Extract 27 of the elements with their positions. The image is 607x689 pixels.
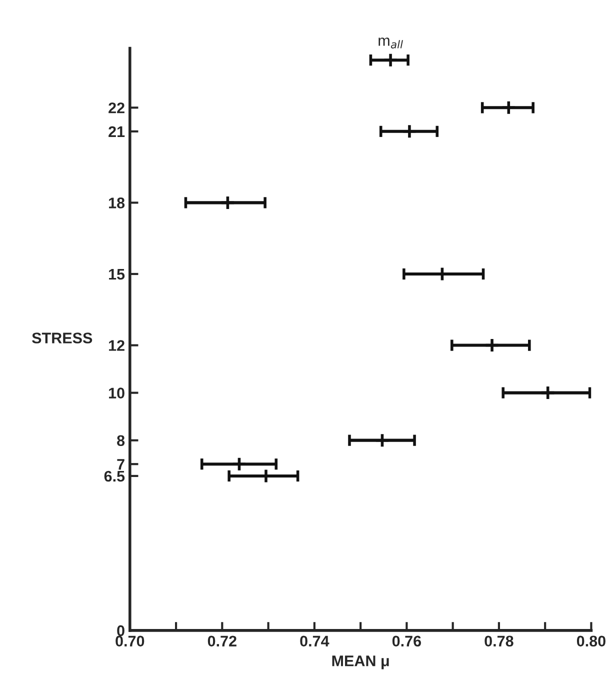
point bbox=[501, 100, 516, 116]
y-tick-label: 7 bbox=[117, 459, 124, 470]
x-tick-label: 0.70 bbox=[116, 636, 144, 647]
y-tick-label: 21 bbox=[108, 126, 125, 137]
x-tick-label: 0.78 bbox=[484, 636, 514, 647]
point bbox=[220, 195, 236, 210]
x-tick-label: 0.80 bbox=[576, 636, 606, 647]
y-axis-title: STRESS bbox=[32, 332, 92, 344]
y-tick-label: 15 bbox=[109, 269, 125, 280]
y-tick-label: 10 bbox=[109, 388, 124, 398]
point bbox=[382, 52, 398, 68]
point bbox=[484, 338, 500, 353]
y-tick-label: 18 bbox=[109, 198, 125, 208]
annotation: m$_{all}$ bbox=[378, 38, 403, 48]
point bbox=[540, 385, 556, 400]
y-tick-label: 8 bbox=[117, 435, 125, 446]
y-tick-label: 0 bbox=[117, 625, 124, 636]
x-axis-title: MEAN μ bbox=[332, 656, 389, 670]
point bbox=[402, 124, 418, 140]
x-tick-label: 0.72 bbox=[208, 636, 236, 647]
y-tick-label: 12 bbox=[109, 340, 124, 351]
y-tick-label: 22 bbox=[108, 102, 124, 114]
x-tick-label: 0.76 bbox=[392, 636, 422, 647]
x-tick-label: 0.74 bbox=[300, 636, 330, 647]
y-tick-label: 6.5 bbox=[104, 470, 125, 482]
point bbox=[232, 456, 247, 472]
point bbox=[374, 432, 390, 448]
